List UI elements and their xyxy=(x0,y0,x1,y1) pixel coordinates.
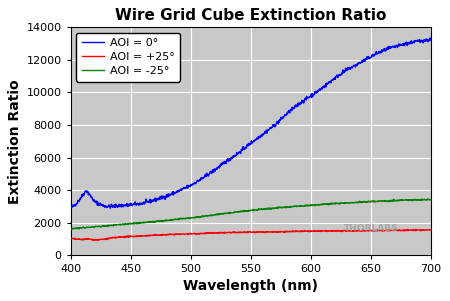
Line: AOI = 0°: AOI = 0° xyxy=(71,38,431,208)
Legend: AOI = 0°, AOI = +25°, AOI = -25°: AOI = 0°, AOI = +25°, AOI = -25° xyxy=(76,33,180,82)
Title: Wire Grid Cube Extinction Ratio: Wire Grid Cube Extinction Ratio xyxy=(115,8,387,23)
AOI = +25° xyxy=(428,228,434,232)
AOI = -25° xyxy=(316,203,321,207)
AOI = +25° xyxy=(68,236,73,240)
Text: THORLABS: THORLABS xyxy=(344,224,399,233)
AOI = +25° xyxy=(316,229,321,233)
AOI = +25° xyxy=(356,228,361,232)
AOI = 0° xyxy=(108,206,113,210)
AOI = +25° xyxy=(105,237,111,240)
AOI = -25° xyxy=(69,227,75,231)
AOI = +25° xyxy=(227,231,233,234)
AOI = 0° xyxy=(227,157,233,161)
AOI = -25° xyxy=(227,211,233,214)
AOI = -25° xyxy=(425,197,430,201)
AOI = +25° xyxy=(349,229,355,233)
AOI = 0° xyxy=(105,205,110,209)
Line: AOI = -25°: AOI = -25° xyxy=(71,199,431,229)
AOI = -25° xyxy=(105,224,111,227)
AOI = +25° xyxy=(90,239,95,242)
Line: AOI = +25°: AOI = +25° xyxy=(71,229,431,240)
AOI = -25° xyxy=(214,212,220,216)
AOI = -25° xyxy=(356,200,361,204)
AOI = 0° xyxy=(356,62,361,65)
AOI = -25° xyxy=(428,198,434,201)
AOI = 0° xyxy=(349,65,355,69)
Y-axis label: Extinction Ratio: Extinction Ratio xyxy=(9,79,22,204)
AOI = 0° xyxy=(428,37,434,41)
AOI = -25° xyxy=(68,227,73,231)
AOI = +25° xyxy=(214,231,220,235)
AOI = 0° xyxy=(428,36,433,40)
AOI = +25° xyxy=(413,228,418,231)
X-axis label: Wavelength (nm): Wavelength (nm) xyxy=(184,279,319,293)
AOI = -25° xyxy=(349,200,355,204)
AOI = 0° xyxy=(316,89,321,93)
AOI = 0° xyxy=(214,166,220,170)
AOI = 0° xyxy=(68,206,73,209)
